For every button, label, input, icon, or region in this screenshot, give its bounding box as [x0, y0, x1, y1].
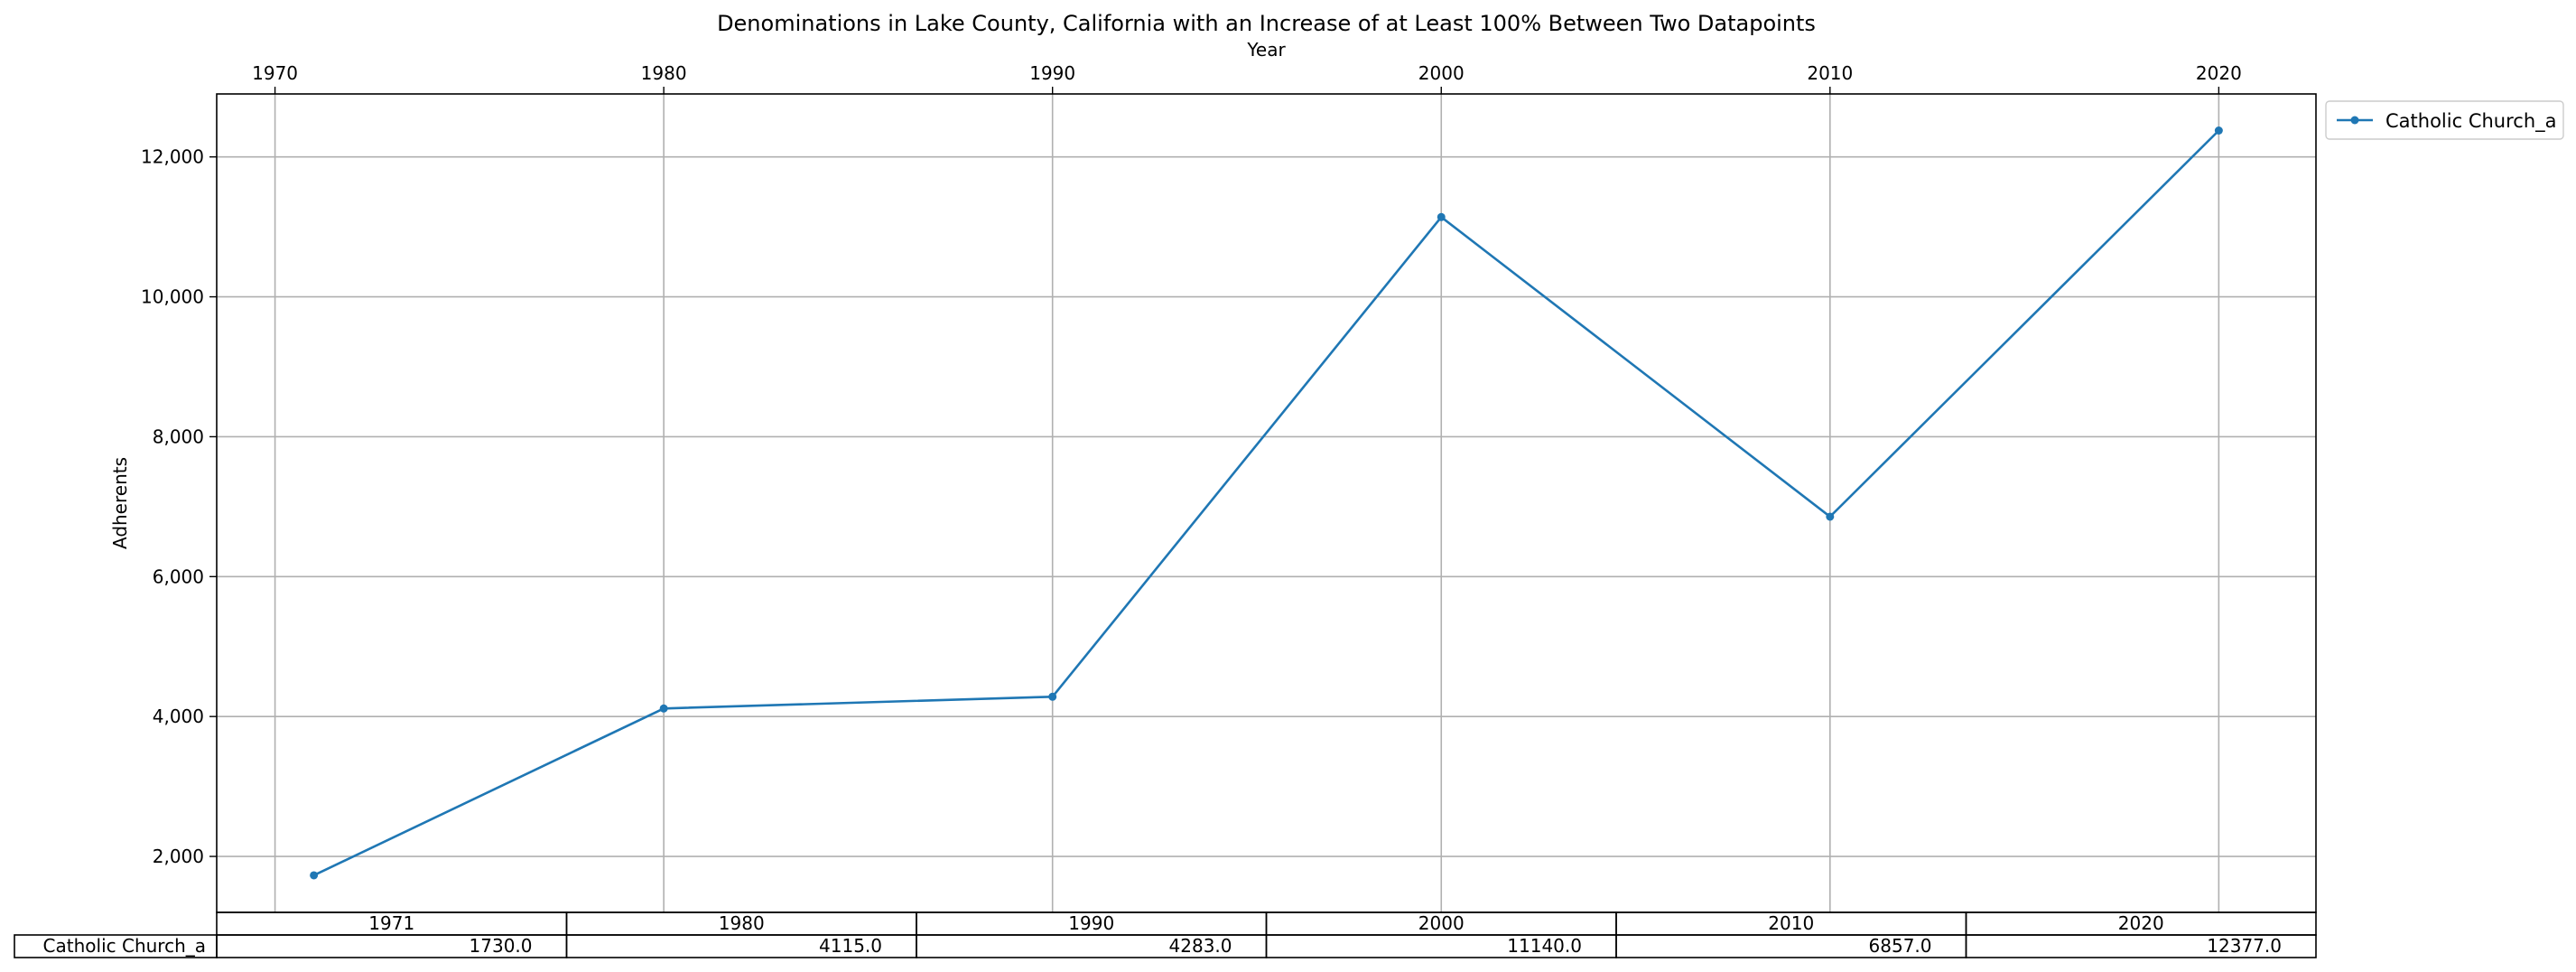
y-tick-label: 10,000 [141, 286, 204, 308]
data-point [310, 871, 319, 880]
x-tick-label: 2010 [1807, 62, 1853, 84]
table-header-text: 2000 [1418, 912, 1465, 934]
table-data-text: 12377.0 [2207, 935, 2282, 957]
table-data-text: 4115.0 [819, 935, 882, 957]
table-data-text: 1730.0 [470, 935, 533, 957]
data-point [1048, 692, 1057, 701]
y-tick-label: 4,000 [153, 706, 204, 727]
grid-lines [217, 94, 2316, 912]
x-tick-label: 2020 [2196, 62, 2242, 84]
legend-marker [2350, 116, 2359, 125]
series-line [313, 129, 2220, 877]
y-tick-label: 2,000 [153, 846, 204, 867]
y-axis-label: Adherents [109, 457, 131, 549]
table-header-text: 1980 [719, 912, 765, 934]
table-header-text: 2020 [2118, 912, 2164, 934]
data-point [2214, 126, 2223, 135]
table-data-text: 6857.0 [1869, 935, 1932, 957]
axis-ticks: 1970 1980 1990 2000 2010 2020 2,000 4,000 6,000 8… [141, 62, 2242, 867]
legend-box [2325, 100, 2564, 140]
table-header-text: 1971 [368, 912, 414, 934]
x-tick-label: 1980 [641, 62, 687, 84]
series-lines [310, 126, 2223, 880]
table-header-text: 1990 [1068, 912, 1114, 934]
chart-title: Denominations in Lake County, California… [717, 11, 1816, 36]
data-point [1826, 512, 1835, 521]
table-row-label: Catholic Church_a [43, 935, 206, 957]
x-tick-label: 2000 [1418, 62, 1465, 84]
x-tick-label: 1990 [1029, 62, 1075, 84]
y-tick-label: 8,000 [153, 425, 204, 447]
table-data-cell [1965, 934, 2317, 958]
y-tick-label: 12,000 [141, 146, 204, 168]
table-header-text: 2010 [1768, 912, 1814, 934]
data-point [1437, 212, 1446, 221]
table-data-text: 4283.0 [1169, 935, 1232, 957]
legend: Catholic Church_a [2325, 100, 2564, 140]
data-point [659, 704, 668, 713]
y-tick-label: 6,000 [153, 565, 204, 587]
data-table: 1971 1980 1990 2000 2010 2020 Catholic Church_… [14, 911, 2317, 958]
x-axis-label: Year [1246, 39, 1286, 61]
table-data-text: 11140.0 [1507, 935, 1582, 957]
x-tick-label: 1970 [252, 62, 298, 84]
legend-label: Catholic Church_a [2385, 110, 2557, 133]
